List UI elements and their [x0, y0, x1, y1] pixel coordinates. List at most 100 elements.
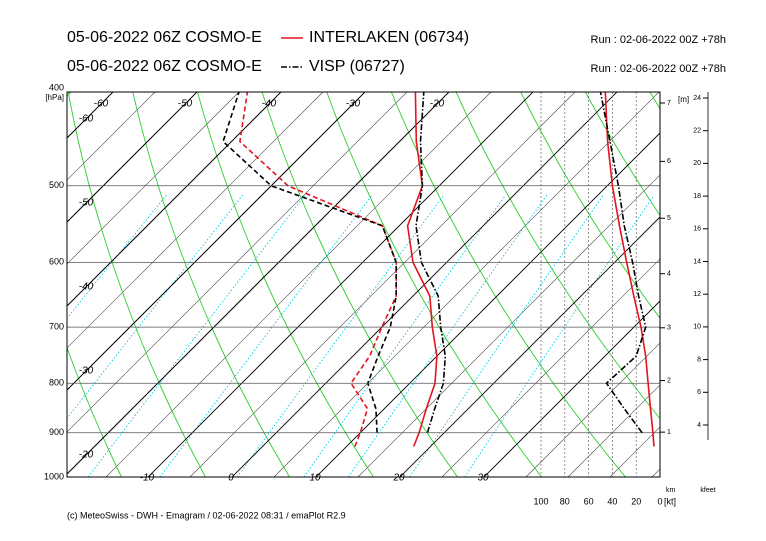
dewpoint-profile — [222, 92, 397, 433]
isotherm-minor — [609, 426, 660, 477]
dry-adiabat — [132, 92, 290, 477]
dry-adiabat — [715, 92, 766, 477]
km-tick-label: 3 — [667, 325, 671, 332]
dewpoint-profile — [239, 92, 397, 447]
isotherm-minor — [67, 92, 156, 181]
kfeet-tick-label: 22 — [693, 128, 701, 135]
isotherm-label: -60 — [79, 114, 94, 125]
isotherm-minor — [105, 92, 492, 477]
y-tick-label: 1000 — [44, 471, 64, 481]
isotherm — [67, 92, 282, 307]
isotherm-minor — [67, 92, 72, 97]
dry-adiabat — [197, 92, 374, 477]
kfeet-axis-label: kfeet — [700, 487, 715, 494]
y-tick-label: 700 — [49, 322, 64, 332]
title-model: 05-06-2022 06Z COSMO-E — [67, 58, 262, 75]
isotherm-minor — [736, 92, 766, 477]
isotherm — [67, 92, 198, 223]
isotherm-label: -40 — [262, 99, 277, 110]
mixing-ratio-line — [409, 194, 604, 477]
y-tick-label: 400 — [49, 82, 64, 92]
km-tick-label: 4 — [667, 271, 671, 278]
isotherm-minor — [67, 92, 198, 223]
isotherm — [67, 92, 114, 139]
dry-adiabat — [390, 92, 626, 477]
mixing-ratio-line — [67, 194, 244, 420]
title-model: 05-06-2022 06Z COSMO-E — [67, 29, 262, 46]
isotherm-minor — [651, 468, 660, 477]
mixing-ratio-line — [464, 194, 655, 477]
temperature-profile — [415, 92, 447, 433]
isotherm-label: -30 — [346, 99, 361, 110]
run-label: Run : 02-06-2022 00Z +78h — [591, 63, 726, 75]
isotherm — [67, 92, 114, 139]
isotherm — [67, 92, 282, 307]
isotherm-label: 20 — [392, 473, 405, 484]
kfeet-tick-label: 8 — [697, 356, 701, 363]
dry-adiabat — [585, 92, 660, 217]
kfeet-tick-label: 20 — [693, 160, 701, 167]
km-tick-label: 6 — [667, 158, 671, 165]
footer: (c) MeteoSwiss - DWH - Emagram / 02-06-2… — [67, 510, 346, 520]
isotherm-minor — [694, 92, 766, 477]
kfeet-tick-label: 18 — [693, 193, 701, 200]
isotherm-minor — [189, 92, 576, 477]
isotherm — [483, 300, 660, 477]
isotherm-minor — [0, 92, 29, 477]
wind-tick-label: 40 — [607, 496, 617, 506]
kfeet-tick-label: 12 — [693, 291, 701, 298]
isotherm — [67, 92, 198, 223]
wind-tick-label: 80 — [560, 496, 570, 506]
isotherm-label: -60 — [94, 99, 109, 110]
run-label: Run : 02-06-2022 00Z +78h — [591, 34, 726, 46]
km-tick-label: 2 — [667, 377, 671, 384]
mixing-ratio-line — [348, 194, 548, 477]
isotherm-label: -20 — [79, 450, 94, 461]
wind-axis-label: [kt] — [664, 496, 676, 506]
isotherm-minor — [567, 384, 660, 477]
km-tick-label: 5 — [667, 215, 671, 222]
plot-frame — [66, 91, 661, 478]
dry-adiabat — [0, 92, 38, 477]
isotherm-label: -50 — [79, 198, 94, 209]
dry-adiabat — [455, 92, 660, 420]
mixing-ratio-line — [67, 194, 167, 319]
isotherm-minor — [67, 92, 366, 391]
km-axis-label-bottom: km — [666, 487, 676, 494]
wind-speed-profile — [599, 91, 647, 434]
dry-adiabat — [261, 92, 458, 477]
isotherm-minor — [357, 174, 660, 477]
legend-label: VISP (06727) — [309, 58, 405, 75]
isotherm-label: -50 — [178, 99, 193, 110]
kfeet-tick-label: 14 — [693, 258, 701, 265]
dry-adiabat — [326, 92, 542, 477]
background — [0, 92, 766, 477]
isotherm-minor — [67, 92, 240, 265]
isotherm-minor — [399, 216, 660, 477]
kfeet-tick-label: 4 — [697, 422, 701, 429]
isotherm-minor — [67, 92, 282, 307]
isotherm — [67, 92, 366, 391]
isotherm-label: -20 — [430, 99, 445, 110]
wind-tick-label: 20 — [631, 496, 641, 506]
dry-adiabat — [67, 92, 206, 477]
legend-label: INTERLAKEN (06734) — [309, 29, 469, 46]
isotherm-label: -10 — [140, 473, 155, 484]
y-tick-label: 500 — [49, 180, 64, 190]
isotherm — [67, 92, 366, 391]
kfeet-tick-label: 16 — [693, 226, 701, 233]
isotherm-label: 10 — [309, 473, 321, 484]
wind-tick-label: 0 — [657, 496, 662, 506]
mixing-ratio-line — [159, 194, 373, 477]
dry-adiabat — [520, 92, 660, 319]
isotherm — [399, 216, 660, 477]
isotherm — [315, 132, 660, 477]
isotherm-minor — [483, 300, 660, 477]
kfeet-tick-label: 6 — [697, 389, 701, 396]
y-tick-label: 800 — [49, 378, 64, 388]
isotherm-label: 0 — [228, 473, 234, 484]
isotherm-minor — [441, 258, 660, 477]
km-tick-label: 7 — [667, 100, 671, 107]
